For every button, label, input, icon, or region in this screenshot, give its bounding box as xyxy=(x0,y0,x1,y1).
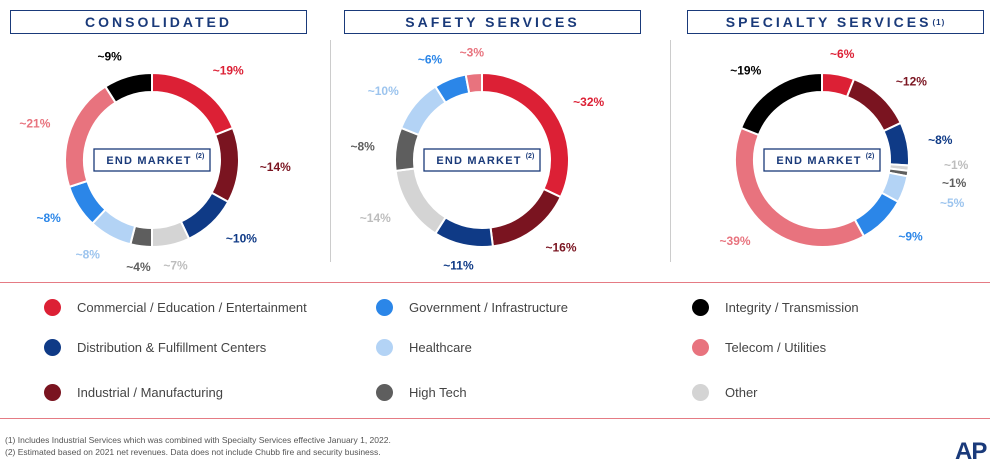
panel-title-safety-services: SAFETY SERVICES xyxy=(344,10,641,34)
donut-slice xyxy=(210,126,240,204)
slice-percent-label: ~8% xyxy=(928,133,953,147)
legend-item: Telecom / Utilities xyxy=(692,339,826,356)
legend-swatch xyxy=(376,384,393,401)
panel-title-consolidated: CONSOLIDATED xyxy=(10,10,307,34)
legend-top-rule xyxy=(0,282,990,283)
panel-title-text: CONSOLIDATED xyxy=(85,14,232,30)
panel-title-footnote-ref: (1) xyxy=(932,17,946,27)
donut-slice xyxy=(845,77,903,133)
end-market-label: END MARKET xyxy=(436,155,521,167)
donut-slice xyxy=(739,71,823,137)
legend-swatch xyxy=(376,299,393,316)
donut-slice xyxy=(882,121,910,167)
slice-percent-label: ~6% xyxy=(418,53,443,67)
slice-percent-label: ~8% xyxy=(350,139,375,153)
panel-divider-left xyxy=(330,40,331,262)
slice-percent-label: ~16% xyxy=(545,240,576,254)
legend-swatch xyxy=(692,339,709,356)
slice-percent-label: ~11% xyxy=(443,258,474,272)
slice-percent-label: ~9% xyxy=(898,229,923,243)
donut-chart-specialty-services: ~6% ~12% ~8% ~1% ~1% ~5% ~9% ~39% ~19% END MARKET… xyxy=(720,47,969,248)
legend-swatch xyxy=(692,384,709,401)
legend-label: Industrial / Manufacturing xyxy=(77,385,223,400)
donut-slice xyxy=(179,191,230,241)
end-market-label: END MARKET xyxy=(106,155,191,167)
legend-item: High Tech xyxy=(376,384,467,401)
legend-label: Integrity / Transmission xyxy=(725,300,859,315)
slice-percent-label: ~32% xyxy=(573,95,604,109)
legend-swatch xyxy=(44,299,61,316)
slice-percent-label: ~19% xyxy=(213,64,244,78)
legend-label: High Tech xyxy=(409,385,467,400)
donut-slice xyxy=(464,71,483,95)
legend-label: Healthcare xyxy=(409,340,472,355)
slice-percent-label: ~3% xyxy=(460,45,485,59)
slice-percent-label: ~4% xyxy=(126,260,151,274)
end-market-box xyxy=(93,148,211,172)
end-market-label: END MARKET xyxy=(776,155,861,167)
donut-chart-consolidated: ~19% ~14% ~10% ~7% ~4% ~8% ~8% ~21% ~9% END MARKE… xyxy=(19,49,291,274)
donut-chart-safety-services: ~32% ~16% ~11% ~14% ~8% ~10% ~6% ~3% END MARKET (… xyxy=(350,45,604,272)
end-market-box xyxy=(423,148,541,172)
legend-label: Telecom / Utilities xyxy=(725,340,827,355)
slice-percent-label: ~21% xyxy=(19,116,50,130)
slice-percent-label: ~14% xyxy=(360,211,391,225)
donut-slice xyxy=(434,216,495,248)
legend-item: Other xyxy=(692,384,758,401)
slice-percent-label: ~1% xyxy=(942,176,967,190)
donut-slice xyxy=(151,220,191,249)
donut-slice xyxy=(734,126,866,248)
slice-percent-label: ~8% xyxy=(76,248,101,262)
legend-swatch xyxy=(44,384,61,401)
slice-percent-label: ~12% xyxy=(896,74,927,88)
legend-item: Integrity / Transmission xyxy=(692,299,859,316)
panel-divider-right xyxy=(670,40,671,262)
panel-title-specialty-services: SPECIALTY SERVICES (1) xyxy=(687,10,984,34)
end-market-footnote-ref: (2) xyxy=(196,153,205,160)
slice-percent-label: ~19% xyxy=(730,64,761,78)
donut-slice xyxy=(104,71,153,104)
slice-percent-label: ~39% xyxy=(720,234,751,248)
end-market-footnote-ref: (2) xyxy=(866,153,875,160)
slice-percent-label: ~1% xyxy=(944,158,969,172)
slice-percent-label: ~9% xyxy=(98,49,123,63)
end-market-box xyxy=(763,148,881,172)
legend-item: Healthcare xyxy=(376,339,472,356)
slice-percent-label: ~10% xyxy=(226,232,257,246)
legend-label: Commercial / Education / Entertainment xyxy=(77,300,307,315)
legend-label: Distribution & Fulfillment Centers xyxy=(77,340,267,355)
footnote-1: (1) Includes Industrial Services which w… xyxy=(5,435,391,445)
end-market-footnote-ref: (2) xyxy=(526,153,535,160)
slice-percent-label: ~10% xyxy=(368,84,399,98)
legend-swatch xyxy=(376,339,393,356)
legend-item: Commercial / Education / Entertainment xyxy=(44,299,307,316)
slice-percent-label: ~7% xyxy=(163,258,188,272)
slice-percent-label: ~14% xyxy=(260,160,291,174)
donut-slice xyxy=(151,71,235,137)
donut-slice xyxy=(481,71,570,199)
slice-percent-label: ~6% xyxy=(830,47,855,61)
legend-label: Other xyxy=(725,385,758,400)
legend-swatch xyxy=(44,339,61,356)
slice-percent-label: ~5% xyxy=(940,196,965,210)
company-logo: AP xyxy=(955,438,987,465)
slice-percent-label: ~8% xyxy=(36,211,61,225)
legend-swatch xyxy=(692,299,709,316)
donut-slice xyxy=(64,85,117,189)
panel-title-text: SAFETY SERVICES xyxy=(405,14,580,30)
donut-slice xyxy=(394,167,447,235)
legend-bottom-rule xyxy=(0,418,990,419)
footnote-2: (2) Estimated based on 2021 net revenues… xyxy=(5,447,381,457)
legend-item: Distribution & Fulfillment Centers xyxy=(44,339,266,356)
panel-title-text: SPECIALTY SERVICES xyxy=(725,14,932,30)
donut-slice xyxy=(489,187,563,248)
legend-item: Government / Infrastructure xyxy=(376,299,568,316)
legend-item: Industrial / Manufacturing xyxy=(44,384,223,401)
legend-label: Government / Infrastructure xyxy=(409,300,568,315)
